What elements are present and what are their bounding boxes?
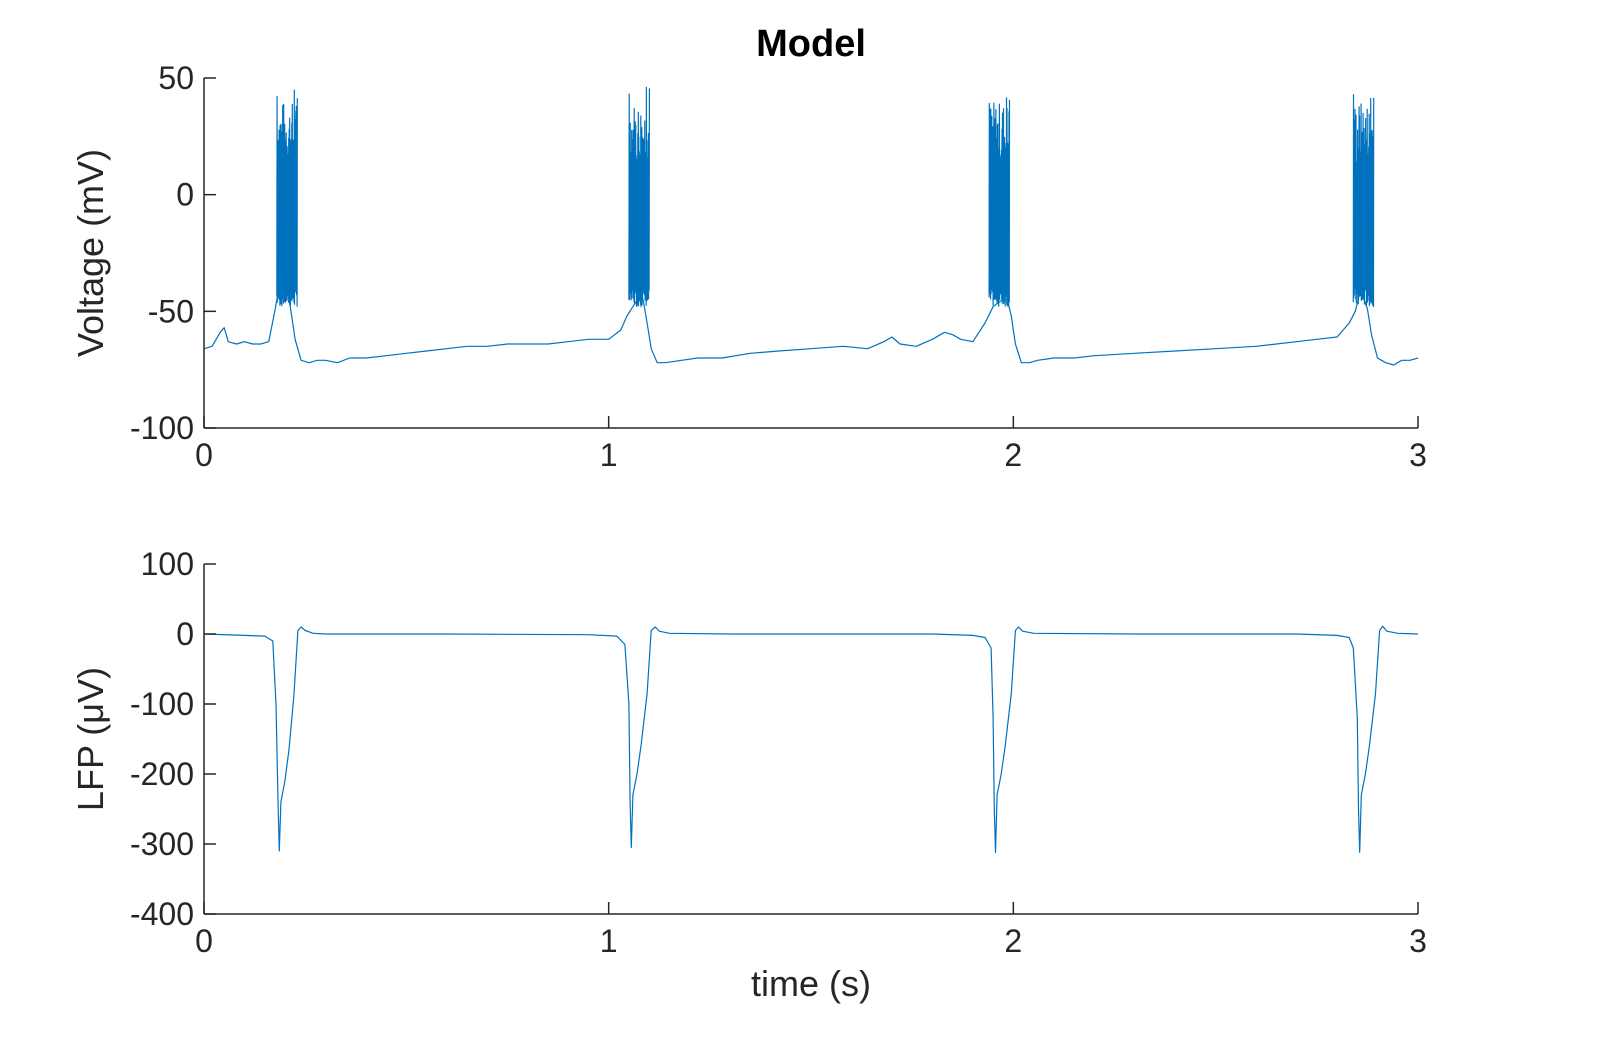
voltage-axes [203,77,1419,429]
y-tick-label: -50 [148,293,194,329]
y-tick-label: 0 [176,616,194,652]
lfp-y-axis-label: LFP (μV) [70,667,111,811]
lfp-tick-labels: 0 1 2 3 -400 -300 -200 -100 0 100 [130,546,1427,959]
spike-burst-2 [628,86,650,308]
x-tick-label: 0 [195,923,213,959]
x-tick-label: 2 [1004,437,1022,473]
voltage-trace [203,282,1419,366]
x-tick-label: 1 [600,923,618,959]
chart-title: Model [756,23,866,65]
x-tick-label: 0 [195,437,213,473]
spike-burst-4 [1352,94,1375,308]
x-tick-label: 2 [1004,923,1022,959]
y-tick-label: -300 [130,826,194,862]
y-tick-label: 0 [176,177,194,213]
x-tick-label: 1 [600,437,618,473]
lfp-panel: 0 1 2 3 -400 -300 -200 -100 0 100 LFP (μV) time (… [70,546,1427,1004]
lfp-trace [203,625,1419,853]
y-tick-label: -200 [130,756,194,792]
x-tick-label: 3 [1409,923,1427,959]
voltage-panel: 0 1 2 3 -100 -50 0 50 Voltage (mV) [70,60,1427,473]
y-tick-label: 100 [141,546,194,582]
y-tick-label: -100 [130,686,194,722]
spike-burst-3 [988,97,1011,307]
time-x-axis-label: time (s) [751,963,871,1004]
y-tick-label: -100 [130,410,194,446]
lfp-axes [203,563,1419,915]
spike-bursts [276,86,1375,308]
y-tick-label: 50 [158,60,194,96]
x-tick-label: 3 [1409,437,1427,473]
voltage-tick-labels: 0 1 2 3 -100 -50 0 50 [130,60,1427,473]
y-tick-label: -400 [130,896,194,932]
voltage-y-axis-label: Voltage (mV) [70,149,111,357]
spike-burst-1 [276,89,298,307]
